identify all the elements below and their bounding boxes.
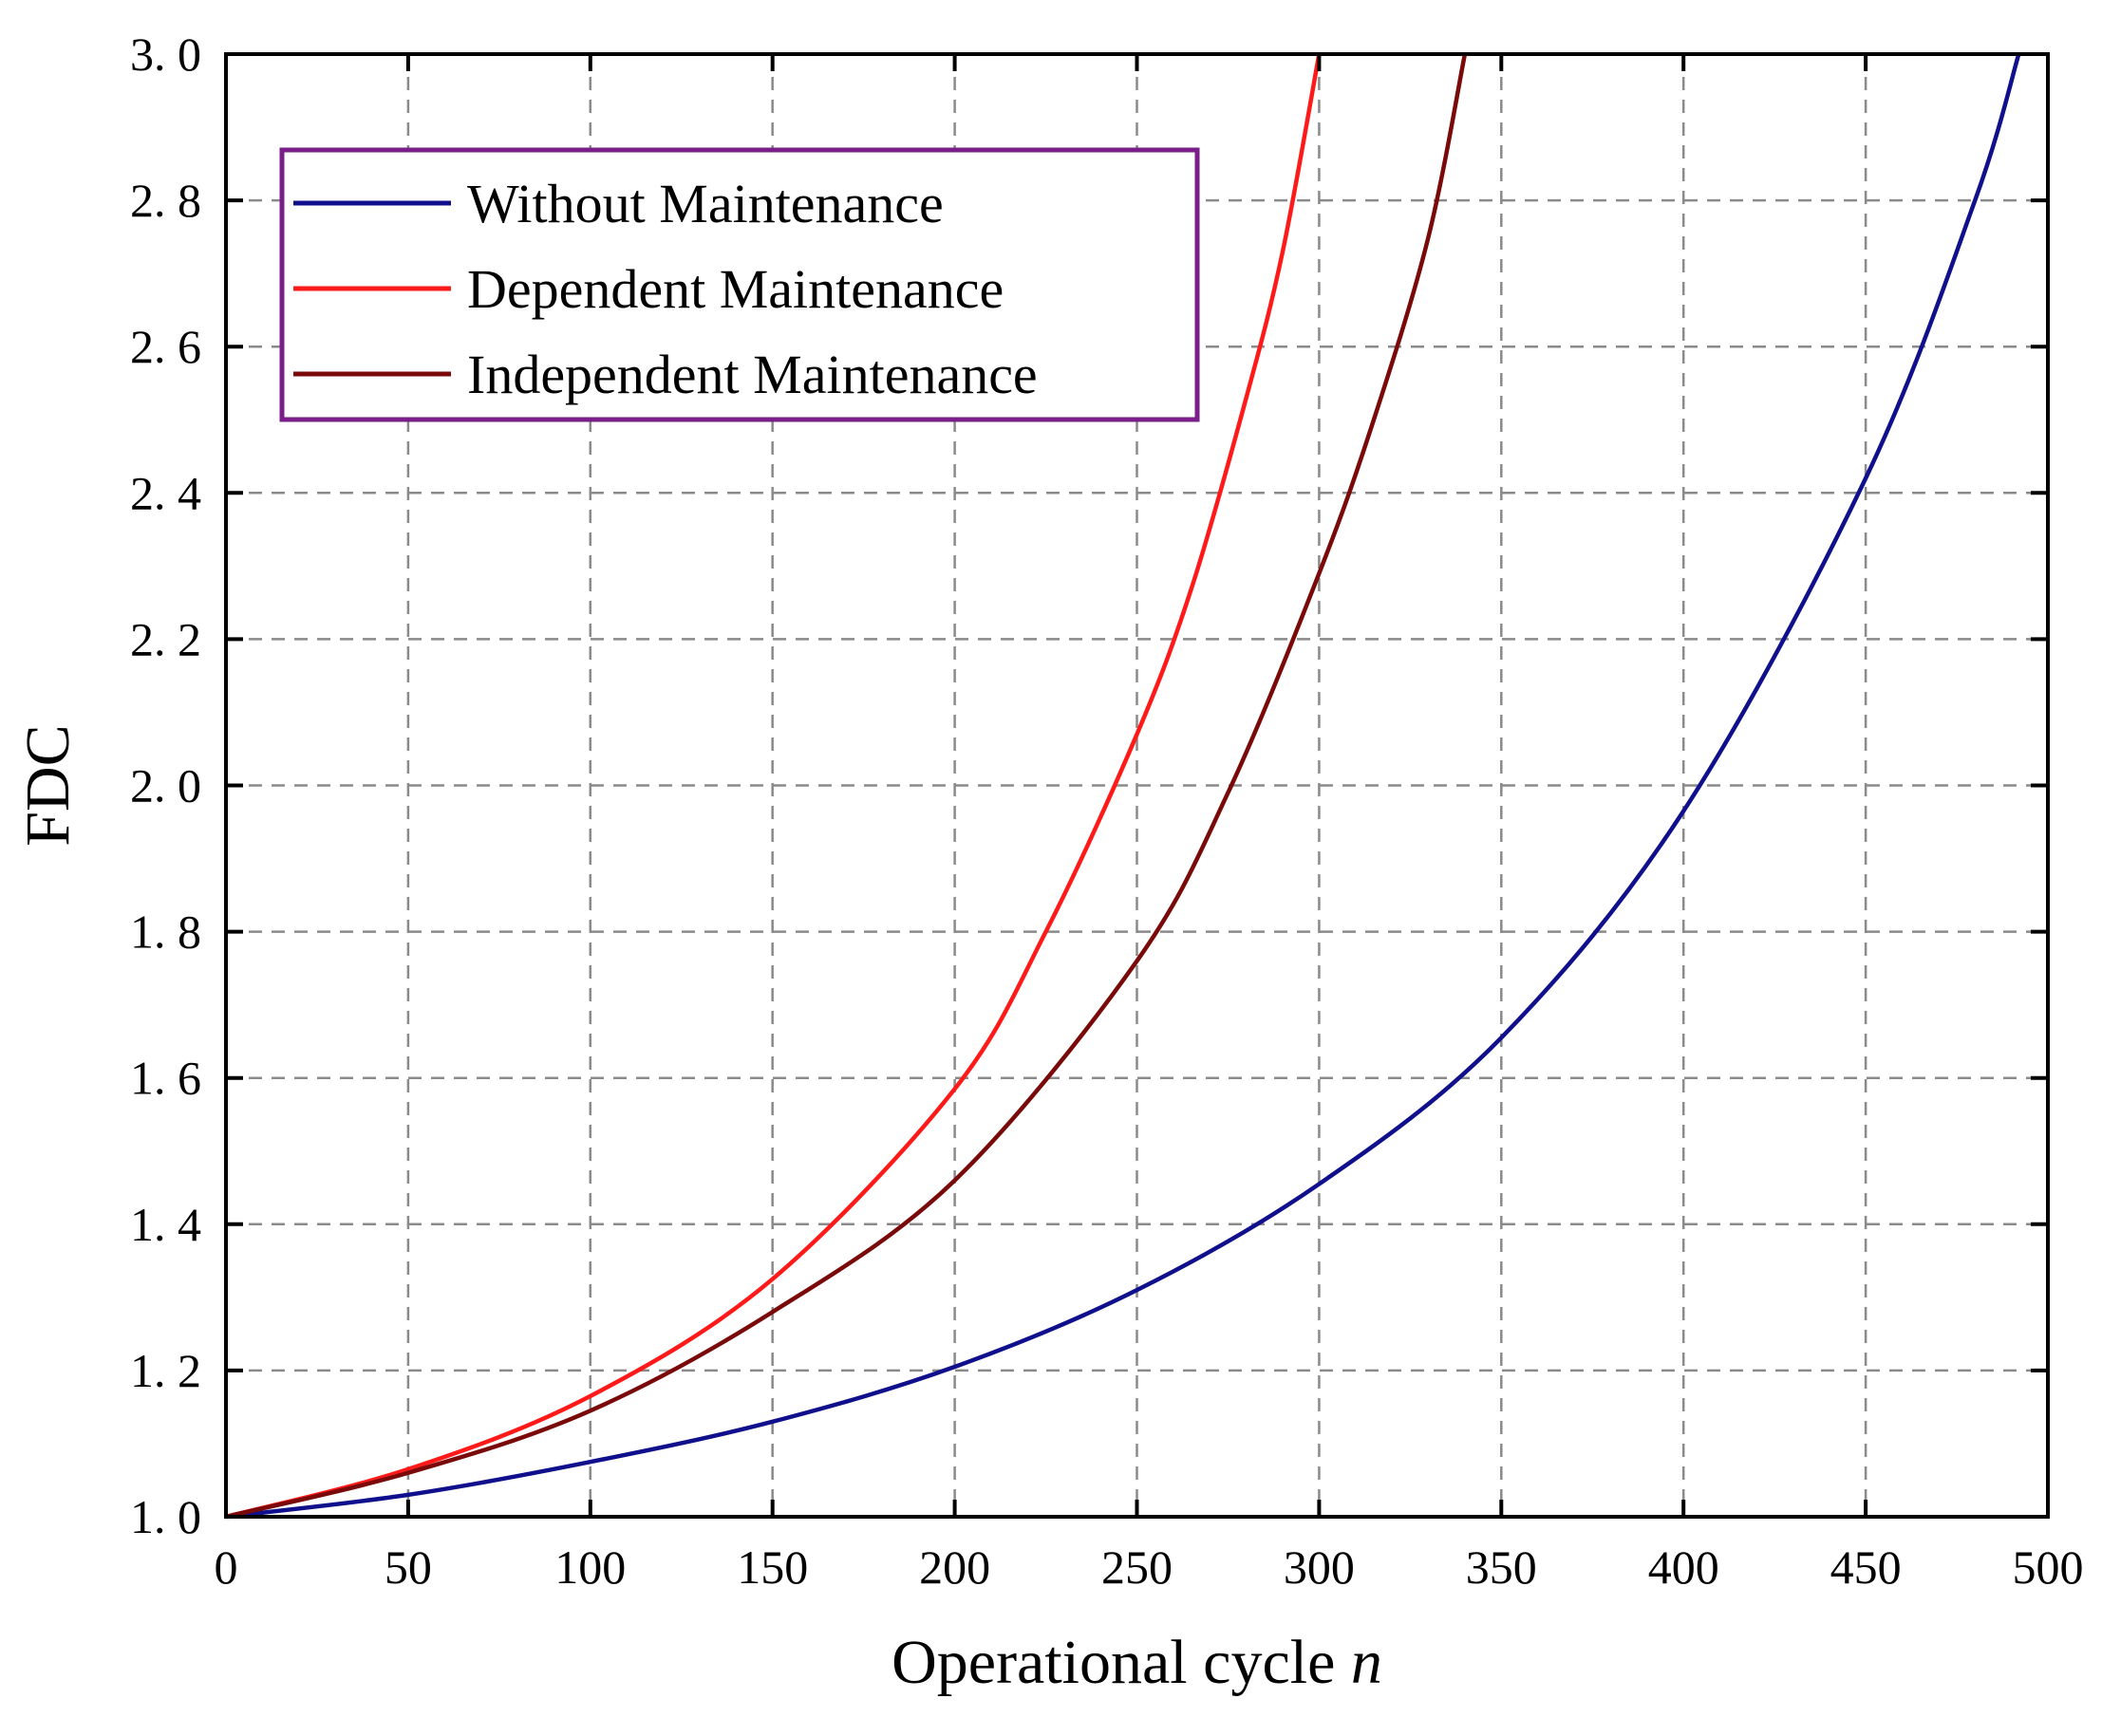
legend: Without Maintenance Dependent Maintenance… xyxy=(279,147,1200,422)
series-line-dependent-maintenance xyxy=(225,53,1322,1520)
y-tick-label: 3. 0 xyxy=(130,28,201,81)
y-tick-label: 2. 2 xyxy=(130,612,201,665)
y-tick-label: 2. 0 xyxy=(130,759,201,812)
x-tick-label: 300 xyxy=(1284,1540,1355,1594)
legend-label-dependent-maintenance: Dependent Maintenance xyxy=(467,258,1004,320)
y-tick-label: 1. 8 xyxy=(130,905,201,959)
x-tick-label: 400 xyxy=(1648,1540,1719,1594)
x-tick-label: 250 xyxy=(1101,1540,1173,1594)
axis-ticks: 0 50 100 150 200 250 300 350 400 450 500 1. 0 1. 2 1.… xyxy=(130,28,2084,1594)
x-tick-label: 500 xyxy=(2013,1540,2084,1594)
y-tick-label: 2. 8 xyxy=(130,174,201,227)
legend-label-without-maintenance: Without Maintenance xyxy=(467,173,944,234)
x-tick-label: 350 xyxy=(1466,1540,1537,1594)
y-tick-label: 1. 2 xyxy=(130,1344,201,1397)
legend-label-independent-maintenance: Independent Maintenance xyxy=(467,344,1038,405)
y-tick-label: 1. 4 xyxy=(130,1198,201,1251)
x-tick-label: 200 xyxy=(919,1540,990,1594)
x-axis-title-var: n xyxy=(1351,1628,1382,1697)
y-axis-title: FDC xyxy=(13,724,83,846)
x-tick-label: 100 xyxy=(554,1540,626,1594)
x-tick-label: 0 xyxy=(215,1540,238,1594)
x-axis-title-text: Operational cycle xyxy=(891,1628,1335,1697)
y-tick-label: 2. 4 xyxy=(130,466,201,519)
series-line-without-maintenance xyxy=(225,53,2021,1520)
x-axis-title: Operational cycle n xyxy=(891,1628,1382,1697)
x-tick-label: 150 xyxy=(737,1540,808,1594)
y-tick-label: 2. 6 xyxy=(130,320,201,373)
y-tick-label: 1. 0 xyxy=(130,1490,201,1543)
series-lines xyxy=(225,53,2021,1520)
x-tick-label: 50 xyxy=(385,1540,432,1594)
x-tick-label: 450 xyxy=(1830,1540,1902,1594)
y-tick-label: 1. 6 xyxy=(130,1052,201,1105)
series-line-independent-maintenance xyxy=(225,53,1468,1520)
